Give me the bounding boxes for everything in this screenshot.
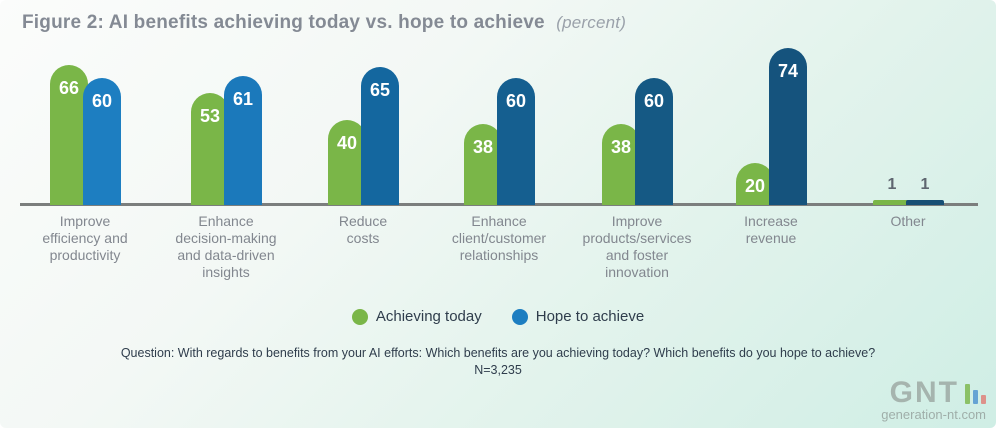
footnote-sample-size: N=3,235 — [474, 363, 522, 377]
category-label-2: Reduce costs — [338, 213, 388, 246]
bar-achieving-today-3 — [464, 124, 502, 205]
legend-item-hope-to-achieve: Hope to achieve — [511, 308, 645, 325]
footnote-question: Question: With regards to benefits from … — [120, 346, 876, 360]
category-label-5: Increase revenue — [744, 213, 798, 246]
bar-hope-to-achieve-5 — [769, 48, 807, 205]
legend-dot-hope-to-achieve-icon — [511, 308, 528, 325]
legend: Achieving today Hope to achieve — [0, 308, 996, 325]
bar-achieving-today-5-value-label: 20 — [744, 175, 766, 196]
bar-achieving-today-0 — [50, 65, 88, 205]
category-label-0: Improve efficiency and productivity — [42, 213, 128, 263]
equalizer-bar-green — [965, 384, 970, 404]
gnt-logo-domain: generation-nt.com — [881, 407, 986, 422]
bar-achieving-today-1 — [191, 92, 229, 205]
bar-hope-to-achieve-2-value-label: 65 — [369, 80, 391, 101]
bar-hope-to-achieve-3-value-label: 60 — [505, 90, 527, 111]
bar-hope-to-achieve-3 — [497, 77, 535, 205]
legend-label-achieving-today: Achieving today — [375, 308, 482, 325]
figure-title-text: Figure 2: AI benefits achieving today vs… — [22, 12, 545, 33]
bar-achieving-today-6-value-label: 1 — [887, 176, 897, 193]
category-label-6: Other — [890, 213, 926, 229]
bar-hope-to-achieve-4-value-label: 60 — [643, 90, 665, 111]
bar-hope-to-achieve-0-value-label: 60 — [91, 90, 113, 111]
bar-achieving-today-3-value-label: 38 — [472, 137, 494, 158]
equalizer-bars-icon — [965, 384, 986, 406]
equalizer-bar-blue — [973, 390, 978, 404]
bar-achieving-today-4-value-label: 38 — [610, 137, 632, 158]
bar-hope-to-achieve-6-value-label: 1 — [920, 176, 930, 193]
bar-hope-to-achieve-1 — [224, 75, 262, 205]
bar-hope-to-achieve-1-value-label: 61 — [232, 88, 254, 109]
bar-hope-to-achieve-6 — [906, 200, 944, 205]
bar-hope-to-achieve-5-value-label: 74 — [777, 61, 799, 82]
gnt-logo: GNT generation-nt.com — [881, 376, 986, 422]
category-label-3: Enhance client/customer relationships — [451, 213, 547, 263]
bar-hope-to-achieve-0 — [83, 77, 121, 205]
legend-label-hope-to-achieve: Hope to achieve — [535, 308, 645, 325]
legend-dot-achieving-today-icon — [351, 308, 368, 325]
gnt-logo-top: GNT — [881, 376, 986, 409]
bar-hope-to-achieve-2 — [361, 67, 399, 205]
bar-achieving-today-2 — [328, 120, 366, 205]
gnt-logo-text: GNT — [889, 376, 959, 409]
category-label-1: Enhance decision-making and data-driven … — [175, 213, 277, 280]
bar-achieving-today-1-value-label: 53 — [199, 105, 221, 126]
bar-achieving-today-5 — [736, 162, 774, 205]
bar-achieving-today-2-value-label: 40 — [336, 133, 358, 154]
equalizer-bar-red — [981, 395, 986, 404]
bar-achieving-today-6 — [873, 200, 911, 205]
bar-hope-to-achieve-4 — [635, 77, 673, 205]
category-label-4: Improve products/services and foster inn… — [582, 213, 692, 280]
legend-item-achieving-today: Achieving today — [351, 308, 482, 325]
figure-title: Figure 2: AI benefits achieving today vs… — [22, 12, 626, 34]
figure-title-unit: (percent) — [556, 13, 627, 32]
bar-achieving-today-4 — [602, 124, 640, 205]
bar-achieving-today-0-value-label: 66 — [58, 78, 80, 99]
